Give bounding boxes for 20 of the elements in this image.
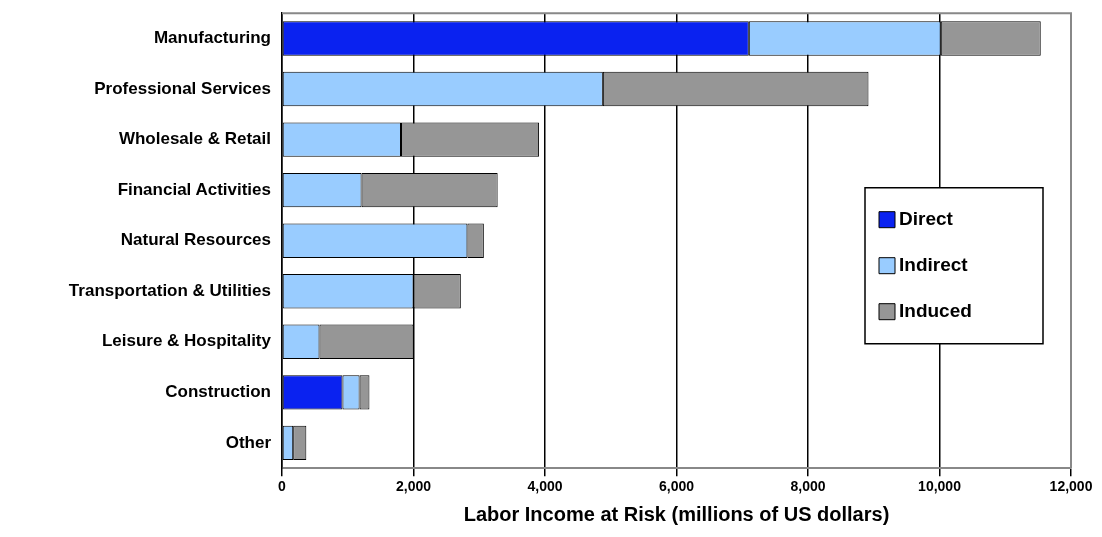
- x-tick-label: 10,000: [918, 478, 962, 495]
- x-axis-title: Labor Income at Risk (millions of US dollars): [463, 502, 890, 525]
- legend-label: Induced: [899, 299, 972, 321]
- x-tick-label: 2,000: [395, 478, 432, 495]
- x-tick-label: 6,000: [658, 478, 695, 495]
- y-tick-label: Transportation & Utilities: [68, 280, 271, 300]
- x-tick-label: 4,000: [527, 478, 563, 495]
- y-tick-label: Professional Services: [94, 78, 271, 98]
- legend-label: Direct: [899, 207, 954, 229]
- y-tick-label: Financial Activities: [117, 179, 271, 199]
- y-tick-label: Leisure & Hospitality: [101, 331, 272, 351]
- y-tick-label: Natural Resources: [120, 230, 271, 250]
- legend-label: Indirect: [899, 253, 969, 275]
- y-tick-label: Other: [225, 432, 272, 452]
- x-tick-label: 0: [278, 478, 287, 495]
- y-tick-label: Manufacturing: [153, 28, 271, 48]
- y-tick-label: Wholesale & Retail: [118, 129, 271, 149]
- y-tick-label: Construction: [165, 382, 271, 402]
- x-tick-label: 12,000: [1049, 478, 1093, 495]
- x-tick-label: 8,000: [790, 478, 826, 495]
